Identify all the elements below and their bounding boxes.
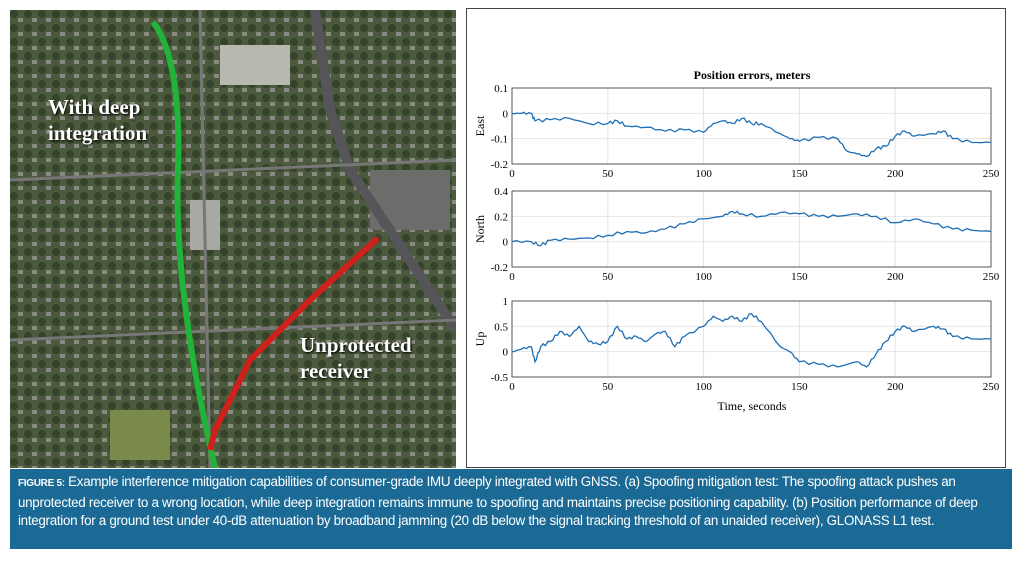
x-tick-label: 0 bbox=[509, 271, 515, 283]
y-axis-label: East bbox=[473, 115, 487, 136]
x-tick-label: 200 bbox=[887, 271, 904, 283]
y-tick-label: -0.2 bbox=[491, 262, 508, 274]
y-tick-label: 0.4 bbox=[494, 186, 508, 198]
y-axis-label: North bbox=[473, 215, 487, 243]
map-image bbox=[9, 9, 461, 469]
x-tick-label: 50 bbox=[602, 168, 614, 180]
x-tick-label: 50 bbox=[602, 381, 614, 393]
series-line-east bbox=[511, 111, 992, 158]
x-tick-label: 50 bbox=[602, 271, 614, 283]
x-tick-label: 250 bbox=[983, 381, 1000, 393]
y-axis-label: Up bbox=[473, 332, 487, 347]
y-tick-label: 0.2 bbox=[494, 211, 508, 223]
y-tick-label: 0 bbox=[503, 108, 509, 120]
unprotected-receiver-path bbox=[207, 235, 381, 451]
y-tick-label: -0.5 bbox=[491, 372, 509, 384]
chart-title: Position errors, meters bbox=[694, 68, 811, 82]
axes-box bbox=[511, 190, 992, 268]
y-tick-label: 0 bbox=[503, 237, 509, 249]
y-tick-label: 0.1 bbox=[494, 83, 508, 95]
satellite-map: With deep integration Unprotected receiver bbox=[9, 9, 461, 469]
y-tick-label: -0.1 bbox=[491, 134, 508, 146]
label-unprotected-receiver: Unprotected receiver bbox=[300, 333, 412, 383]
y-tick-label: -0.2 bbox=[491, 159, 508, 171]
x-axis-label: Time, seconds bbox=[718, 399, 787, 413]
chart-panel: Position errors, meters Time, seconds 0 5… bbox=[466, 8, 1006, 468]
x-tick-label: 100 bbox=[695, 381, 712, 393]
caption-text: Example interference mitigation capabili… bbox=[18, 474, 978, 528]
x-tick-label: 0 bbox=[509, 381, 515, 393]
x-tick-label: 250 bbox=[983, 271, 1000, 283]
x-tick-label: 0 bbox=[509, 168, 515, 180]
series-line-up bbox=[511, 312, 992, 368]
x-tick-label: 200 bbox=[887, 168, 904, 180]
x-tick-label: 150 bbox=[791, 271, 808, 283]
x-tick-label: 100 bbox=[695, 168, 712, 180]
axes-box bbox=[511, 300, 992, 378]
x-tick-label: 150 bbox=[791, 381, 808, 393]
y-tick-label: 0.5 bbox=[494, 321, 508, 333]
label-deep-integration: With deep integration bbox=[48, 95, 148, 145]
x-tick-label: 150 bbox=[791, 168, 808, 180]
series-line-north bbox=[511, 210, 992, 247]
position-errors-chart: Position errors, meters Time, seconds 0 5… bbox=[473, 68, 1000, 413]
y-tick-label: 0 bbox=[503, 347, 509, 359]
x-tick-label: 100 bbox=[695, 271, 712, 283]
y-tick-label: 1 bbox=[503, 296, 509, 308]
x-tick-label: 250 bbox=[983, 168, 1000, 180]
deep-integration-path bbox=[150, 20, 218, 469]
x-tick-label: 200 bbox=[887, 381, 904, 393]
figure-caption: FIGURE 5: Example interference mitigatio… bbox=[10, 469, 1012, 549]
figure-number: FIGURE 5: bbox=[18, 478, 65, 489]
axes-box bbox=[511, 87, 992, 165]
subplot-east: 0 50 100 150 200 250 0.1 0 -0.1 -0.2 East bbox=[473, 83, 1000, 180]
